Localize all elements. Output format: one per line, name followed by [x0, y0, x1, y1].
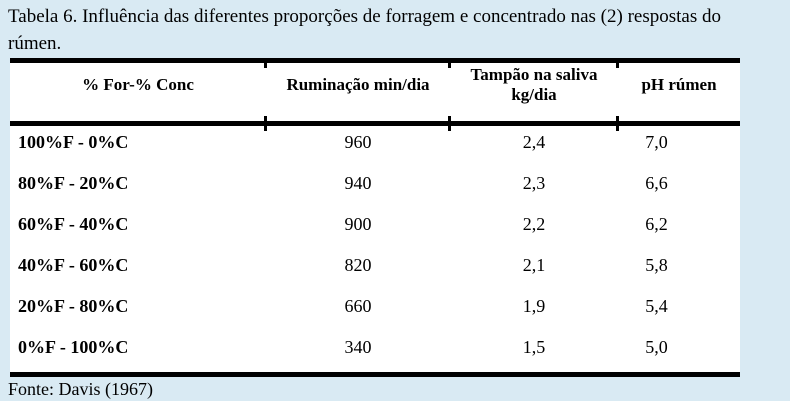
column-header-ruminacao: Ruminação min/dia — [266, 63, 450, 121]
table-row: 20%F - 80%C 660 1,9 5,4 — [10, 290, 740, 331]
cell-ruminacao: 900 — [344, 214, 372, 234]
column-divider-tick — [264, 116, 267, 121]
cell-ratio: 20%F - 80%C — [18, 296, 129, 316]
column-divider-tick — [448, 116, 451, 121]
cell-ratio: 40%F - 60%C — [18, 255, 129, 275]
cell-ph: 6,2 — [645, 214, 668, 234]
column-divider-tick — [448, 126, 451, 131]
table-bottom-rule — [10, 372, 740, 377]
column-divider-tick — [448, 63, 451, 68]
cell-tampao: 2,1 — [522, 255, 546, 275]
header-label: kg/dia — [511, 85, 557, 104]
cell-tampao: 2,3 — [522, 173, 546, 193]
header-label: pH rúmen — [641, 75, 717, 94]
data-table: % For-% Conc Ruminação min/dia Tampão na… — [10, 58, 740, 377]
cell-ratio: 0%F - 100%C — [18, 337, 129, 357]
column-divider-tick — [616, 126, 619, 131]
table-caption-line: Tabela 6. Influência das diferentes prop… — [8, 6, 721, 27]
table-header-row: % For-% Conc Ruminação min/dia Tampão na… — [10, 63, 740, 121]
column-divider-tick — [616, 63, 619, 68]
header-label: Ruminação min/dia — [286, 75, 430, 94]
table-row: 80%F - 20%C 940 2,3 6,6 — [10, 167, 740, 208]
cell-ph: 5,8 — [645, 255, 668, 275]
cell-tampao: 1,5 — [522, 337, 546, 357]
table-row: 100%F - 0%C 960 2,4 7,0 — [10, 126, 740, 167]
header-label: % For-% Conc — [82, 75, 194, 94]
column-header-for-conc: % For-% Conc — [10, 63, 266, 121]
table-row: 0%F - 100%C 340 1,5 5,0 — [10, 331, 740, 372]
column-divider-tick — [616, 116, 619, 121]
cell-ratio: 100%F - 0%C — [18, 132, 129, 152]
table-caption: Tabela 6. Influência das diferentes prop… — [8, 3, 790, 57]
column-header-tampao-saliva: Tampão na saliva kg/dia — [450, 63, 618, 121]
table-row: 40%F - 60%C 820 2,1 5,8 — [10, 249, 740, 290]
cell-tampao: 2,4 — [522, 132, 546, 152]
column-header-ph-rumen: pH rúmen — [618, 63, 740, 121]
table-caption-line: rúmen. — [8, 33, 62, 54]
column-divider-tick — [264, 126, 267, 131]
cell-ph: 7,0 — [645, 132, 668, 152]
cell-ph: 5,4 — [645, 296, 668, 316]
table-row: 60%F - 40%C 900 2,2 6,2 — [10, 208, 740, 249]
header-label: Tampão na saliva — [470, 65, 598, 84]
table-source: Fonte: Davis (1967) — [8, 379, 153, 399]
cell-tampao: 2,2 — [522, 214, 546, 234]
cell-ruminacao: 340 — [344, 337, 372, 357]
cell-ratio: 60%F - 40%C — [18, 214, 129, 234]
table-body: 100%F - 0%C 960 2,4 7,0 80%F - 20%C 940 … — [10, 126, 740, 372]
cell-ruminacao: 660 — [344, 296, 372, 316]
table-top-rule — [10, 58, 740, 63]
cell-ruminacao: 940 — [344, 173, 372, 193]
header-separator-rule — [10, 121, 740, 126]
cell-ruminacao: 820 — [344, 255, 372, 275]
cell-ph: 5,0 — [645, 337, 668, 357]
cell-tampao: 1,9 — [522, 296, 546, 316]
cell-ph: 6,6 — [645, 173, 668, 193]
cell-ratio: 80%F - 20%C — [18, 173, 129, 193]
cell-ruminacao: 960 — [344, 132, 372, 152]
column-divider-tick — [264, 63, 267, 68]
